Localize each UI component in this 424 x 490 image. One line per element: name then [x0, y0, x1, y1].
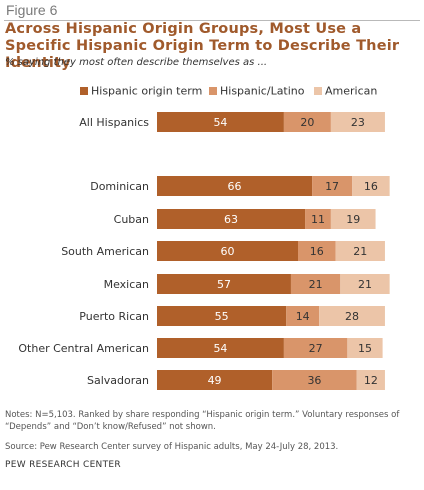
bar-segment	[335, 241, 385, 261]
legend-swatch	[209, 87, 217, 95]
data-label: 21	[309, 278, 323, 291]
data-label: 11	[311, 213, 325, 226]
data-label: 19	[346, 213, 360, 226]
bar-segment	[319, 306, 385, 326]
legend-item-hispanic-latino: Hispanic/Latino	[209, 84, 305, 98]
data-label: 15	[358, 342, 372, 355]
data-label: 21	[353, 245, 367, 258]
data-label: 49	[208, 374, 222, 387]
organization-credit: PEW RESEARCH CENTER	[5, 460, 121, 470]
bar-segment	[352, 176, 390, 196]
legend: Hispanic origin term Hispanic/Latino Ame…	[0, 84, 424, 98]
bar-segment	[157, 338, 284, 358]
bar-segment	[157, 370, 273, 390]
data-label: 57	[217, 278, 231, 291]
chart-title: Across Hispanic Origin Groups, Most Use …	[5, 21, 400, 71]
data-label: 17	[325, 180, 339, 193]
data-label: 27	[309, 342, 323, 355]
data-label: 20	[300, 116, 314, 129]
chart-subtitle: % saying they most often describe themse…	[5, 57, 268, 68]
bar-segment	[283, 112, 331, 132]
bar-segment	[283, 338, 348, 358]
bar-segment	[272, 370, 357, 390]
data-label: 21	[358, 278, 372, 291]
category-label: Other Central American	[18, 342, 149, 355]
bar-segment	[157, 306, 287, 326]
figure-label-bar: Figure 6	[4, 2, 420, 21]
bar-segment	[330, 112, 385, 132]
bar-segment	[157, 241, 298, 261]
data-label: 66	[228, 180, 242, 193]
notes: Notes: N=5,103. Ranked by share respondi…	[5, 410, 400, 432]
data-label: 16	[310, 245, 324, 258]
bar-segment	[347, 338, 383, 358]
bar-segment	[312, 176, 353, 196]
bar-segment	[290, 274, 341, 294]
data-label: 16	[364, 180, 378, 193]
stacked-bar-chart: All Hispanics 54 20 23 Dominican 66 17 16 Cuban 6…	[18, 112, 390, 390]
data-label: 60	[221, 245, 235, 258]
legend-label: Hispanic origin term	[91, 84, 203, 98]
category-label: Cuban	[114, 213, 149, 226]
category-label: Dominican	[90, 180, 149, 193]
data-label: 36	[307, 374, 321, 387]
legend-item-american: American	[314, 84, 377, 98]
bar-segment	[157, 274, 291, 294]
figure-label: Figure 6	[6, 2, 58, 18]
bar-segment	[330, 209, 376, 229]
legend-label: American	[325, 84, 378, 98]
bar-segment	[157, 112, 284, 132]
source: Source: Pew Research Center survey of Hi…	[5, 442, 339, 452]
bar-segment	[286, 306, 320, 326]
data-label: 54	[213, 342, 227, 355]
data-label: 14	[296, 310, 310, 323]
data-label: 12	[364, 374, 378, 387]
category-label: Salvadoran	[87, 374, 149, 387]
data-label: 63	[224, 213, 238, 226]
bar-segment	[157, 176, 313, 196]
data-label: 55	[215, 310, 229, 323]
legend-label: Hispanic/Latino	[220, 84, 305, 98]
category-label: South American	[61, 245, 149, 258]
data-label: 23	[351, 116, 365, 129]
legend-item-hispanic-origin-term: Hispanic origin term	[80, 84, 202, 98]
bar-segment	[157, 209, 306, 229]
legend-swatch	[314, 87, 322, 95]
legend-swatch	[80, 87, 88, 95]
data-label: 54	[213, 116, 227, 129]
category-label: Puerto Rican	[79, 310, 149, 323]
category-label: All Hispanics	[79, 116, 149, 129]
bar-segment	[298, 241, 336, 261]
bar-segment	[356, 370, 385, 390]
data-label: 28	[345, 310, 359, 323]
category-label: Mexican	[104, 278, 149, 291]
bar-segment	[305, 209, 331, 229]
bar-segment	[340, 274, 390, 294]
